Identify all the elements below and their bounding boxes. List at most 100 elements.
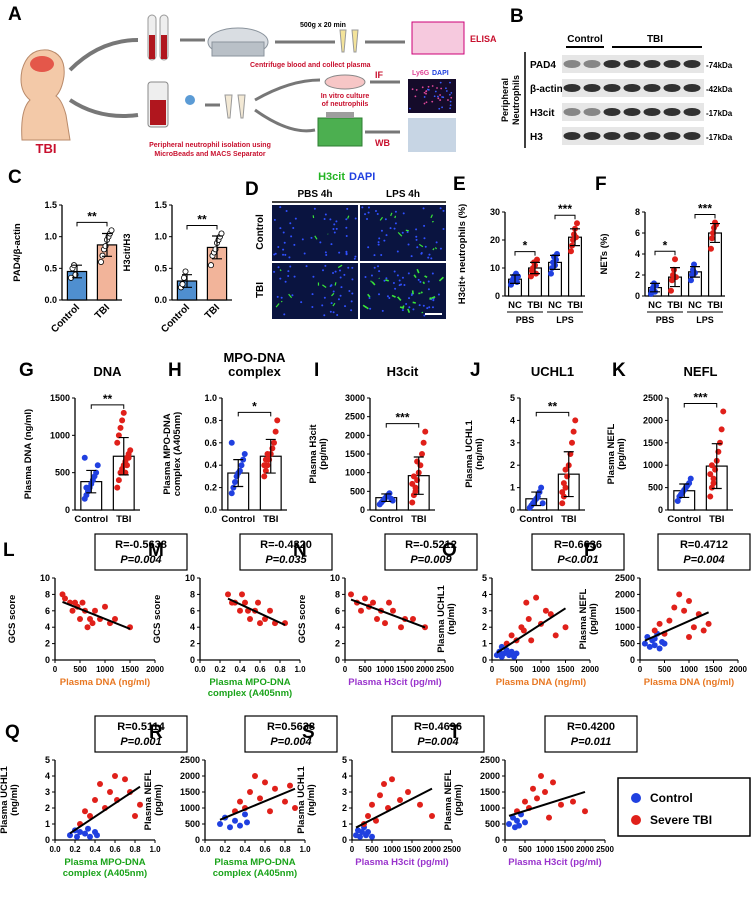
data-point (257, 795, 263, 802)
y-tick-label: 20 (490, 235, 500, 245)
nucleus (283, 313, 286, 316)
sig-label: ** (548, 399, 558, 413)
y-tick-label: 0 (45, 835, 50, 845)
protein-label: PAD4 (530, 60, 556, 71)
sig-bracket (683, 402, 718, 408)
stat-box (239, 533, 333, 571)
net (385, 279, 389, 282)
nucleus (428, 253, 431, 256)
x-axis-label: Plasma DNA (ng/ml) (60, 677, 150, 688)
sig-label: *** (698, 202, 712, 216)
data-point (274, 417, 281, 424)
nucleus (329, 310, 332, 313)
net (422, 281, 426, 285)
data-point (661, 640, 668, 647)
micrograph-tile (272, 205, 358, 261)
y-axis-label: GCS score (152, 595, 163, 644)
nucleus (420, 251, 423, 254)
data-point (412, 488, 419, 495)
panel-letter: P (584, 540, 597, 561)
nucleus (284, 253, 287, 256)
y-axis-label: Plasma NEFL (578, 588, 589, 649)
legend-marker (631, 793, 641, 803)
y-tick-label: 3 (482, 606, 487, 616)
band (663, 132, 681, 140)
nucleus (381, 309, 384, 312)
x-tick-label: 2500 (443, 845, 461, 854)
elisa-label: ELISA (470, 34, 497, 44)
nucleus (351, 292, 354, 295)
nucleus (285, 210, 288, 213)
data-point (207, 262, 214, 269)
data-point (359, 829, 365, 835)
data-point (282, 798, 288, 805)
nucleus (427, 280, 430, 283)
y-tick-label: 500 (648, 483, 663, 493)
cell (438, 107, 441, 110)
chart-title: complex (228, 364, 282, 379)
data-point (99, 252, 106, 259)
error-bar (212, 235, 222, 260)
nucleus (388, 296, 391, 299)
x-axis-label: complex (A405nm) (63, 868, 147, 879)
data-point (573, 234, 580, 241)
data-point (542, 607, 549, 614)
net (413, 274, 417, 279)
data-point (373, 817, 379, 824)
net (429, 297, 432, 300)
data-point (77, 616, 83, 622)
net (438, 276, 444, 282)
cell (441, 106, 443, 109)
data-point (89, 620, 96, 627)
data-point (270, 439, 277, 446)
data-point (550, 779, 556, 786)
data-point (410, 616, 416, 622)
nucleus (401, 276, 404, 279)
nucleus (398, 279, 401, 282)
nucleus (430, 257, 433, 260)
wb-lid (326, 112, 354, 118)
chart-title: NEFL (684, 364, 718, 379)
data-point (357, 833, 363, 840)
error-bar (510, 274, 520, 284)
y-tick-label: 1.5 (154, 200, 167, 210)
nucleus (288, 256, 291, 259)
net (431, 220, 434, 223)
data-point (520, 627, 527, 634)
x-axis-label: Plasma MPO-DNA (209, 677, 290, 688)
cell (447, 99, 449, 101)
nucleus (310, 236, 313, 239)
nucleus (292, 227, 295, 230)
y-tick-label: 1 (342, 819, 347, 829)
nucleus (394, 210, 397, 213)
data-point (257, 620, 263, 627)
y-tick-label: 500 (55, 468, 70, 478)
net (431, 296, 436, 300)
band (683, 108, 701, 116)
x-tick-label: TBI (707, 300, 722, 311)
data-point (646, 643, 653, 650)
sig-label: ** (197, 213, 207, 227)
y-tick-label: 10 (330, 573, 340, 583)
y-tick-label: 1 (482, 639, 487, 649)
nucleus (274, 252, 277, 255)
nucleus (336, 314, 339, 317)
size-label: -42kDa (706, 85, 733, 94)
data-point (559, 489, 566, 496)
cell (436, 87, 438, 89)
stat-p: P=0.035 (265, 554, 307, 566)
net (420, 291, 423, 294)
x-tick-label: 1500 (556, 845, 574, 854)
cell (450, 96, 453, 99)
arrow (68, 38, 139, 72)
error-bar (670, 267, 680, 288)
nucleus (419, 280, 422, 283)
y-tick-label: 3000 (345, 393, 365, 403)
y-tick-label: 1.5 (44, 200, 57, 210)
data-point (108, 227, 115, 234)
x-tick-label: TBI (93, 302, 112, 321)
cell (440, 87, 443, 90)
data-point (405, 789, 411, 795)
x-tick-label: 2500 (596, 845, 614, 854)
band (643, 60, 661, 68)
